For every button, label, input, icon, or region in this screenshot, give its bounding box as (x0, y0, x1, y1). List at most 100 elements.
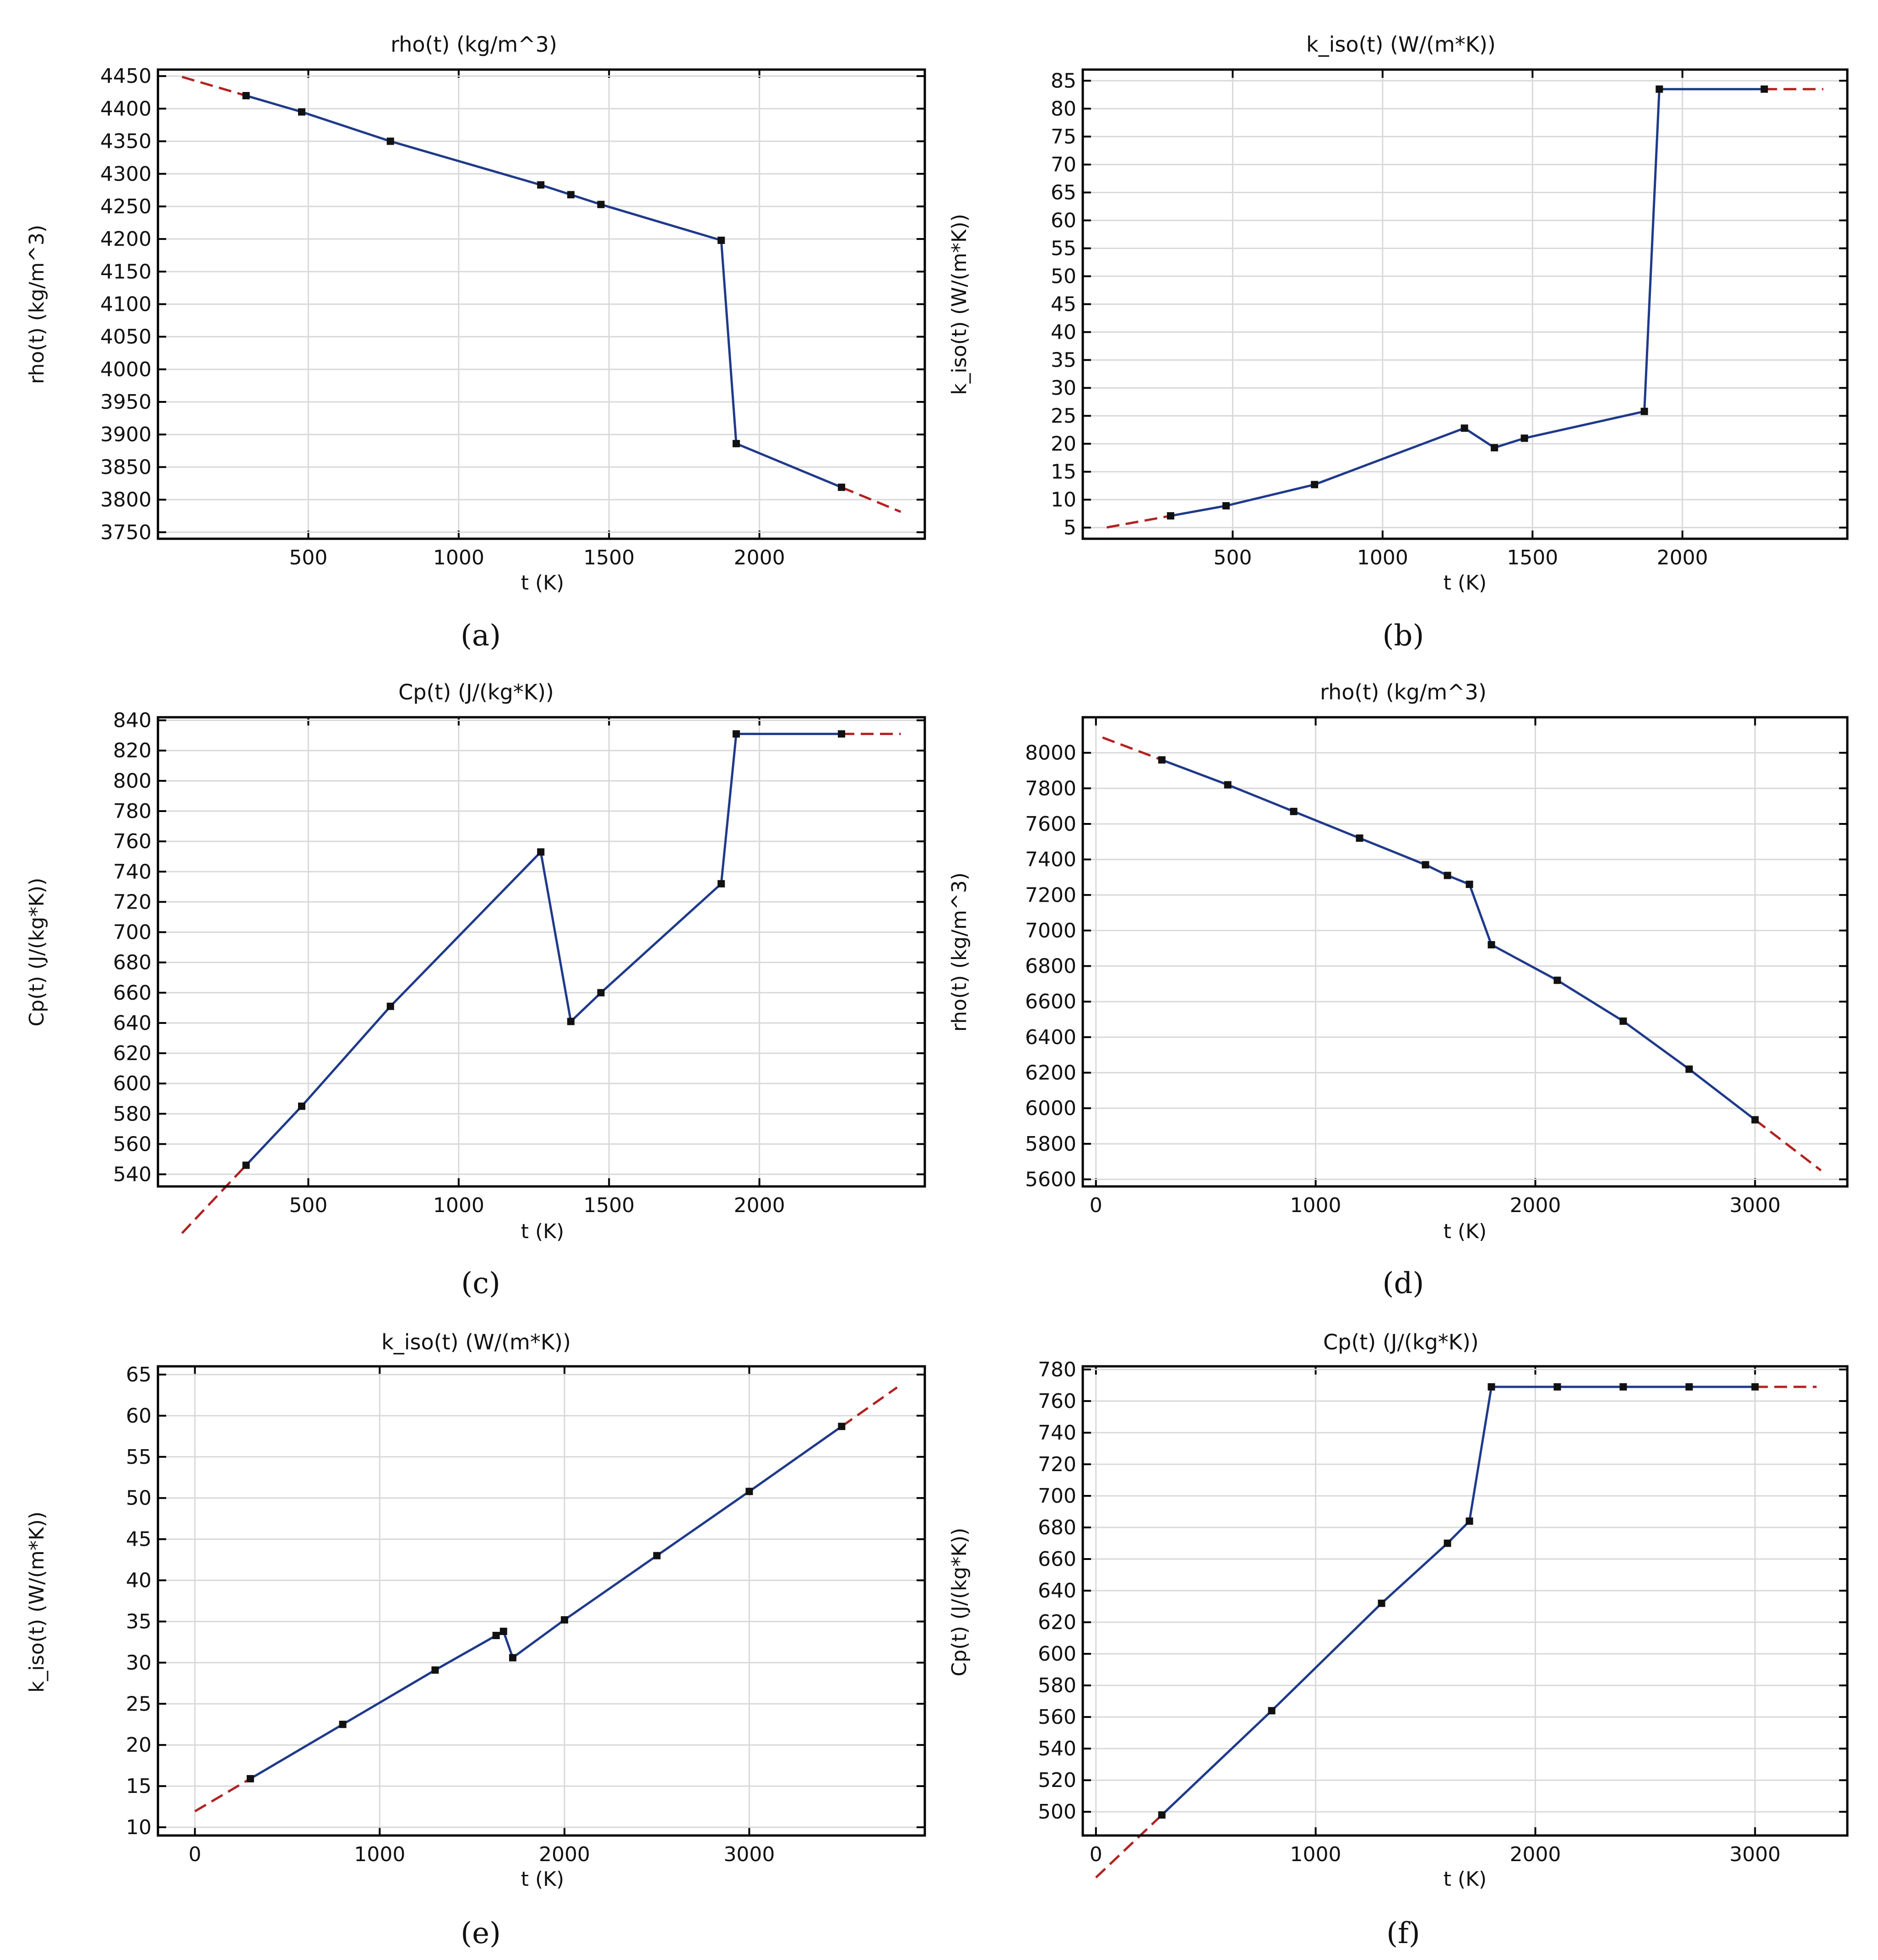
panel-c-data-point (838, 730, 846, 738)
panel-e-data-point (339, 1721, 347, 1728)
panel-f-y-tick-label: 500 (1038, 1800, 1076, 1824)
panel-f-y-tick-label: 660 (1038, 1548, 1076, 1571)
panel-a-y-tick-label: 4250 (100, 195, 152, 218)
panel-a-y-tick-label: 4200 (100, 227, 152, 251)
panel-d-data-point (1751, 1116, 1759, 1124)
panel-c-x-tick-label: 2000 (734, 1194, 785, 1217)
panel-f-y-tick-label: 620 (1038, 1611, 1076, 1634)
panel-c-x-tick-label: 1000 (433, 1194, 484, 1217)
panel-d-y-tick-label: 5800 (1025, 1132, 1076, 1156)
panel-c-y-tick-label: 540 (113, 1163, 152, 1186)
panel-b-data-point (1640, 407, 1648, 415)
panel-e-data-point (838, 1423, 846, 1430)
panel-c-data-point (537, 848, 545, 856)
panel-b-y-axis-label: k_iso(t) (W/(m*K)) (948, 214, 971, 395)
panel-a-y-tick-label: 3900 (100, 423, 152, 446)
panel-b-label: (b) (1383, 619, 1424, 653)
panel-c-y-tick-label: 600 (113, 1072, 152, 1095)
panel-f-y-axis-label: Cp(t) (J/(kg*K)) (948, 1528, 971, 1677)
panel-b-data-point (1460, 424, 1468, 432)
panel-d-y-tick-label: 7600 (1025, 812, 1076, 836)
panel-e-plot-frame (157, 1365, 926, 1837)
panel-c-data-point (717, 880, 725, 888)
panel-d-plot-area (1083, 717, 1847, 1186)
panel-c-y-tick-label: 660 (113, 981, 152, 1005)
panel-e-data-point (246, 1775, 254, 1782)
panel-d-data-point (1619, 1017, 1627, 1025)
panel-b-y-tick-label: 25 (1051, 405, 1076, 428)
panel-e-extrapolation-right (841, 1386, 898, 1428)
panel-d-y-tick-label: 6000 (1025, 1097, 1076, 1120)
panel-a-data-point (386, 137, 394, 145)
panel-a-data-point (298, 108, 305, 116)
panel-b-title: k_iso(t) (W/(m*K)) (1306, 32, 1496, 57)
panel-a-y-tick-label: 3750 (100, 521, 152, 544)
panel-b-y-tick-label: 85 (1051, 69, 1076, 92)
panel-f-data-point (1158, 1811, 1166, 1819)
panel-c-data-point (733, 730, 740, 738)
panel-b-x-tick-label: 1500 (1507, 546, 1558, 569)
panel-f-x-axis-label: t (K) (1444, 1868, 1487, 1891)
panel-f-y-tick-label: 720 (1038, 1453, 1076, 1476)
panel-d-y-tick-label: 7000 (1025, 919, 1076, 942)
panel-a-data-point (733, 440, 740, 448)
panel-f-y-tick-label: 780 (1038, 1358, 1076, 1381)
panel-e-data-point (509, 1654, 516, 1662)
panel-f-series-line (1161, 1386, 1755, 1816)
panel-c-y-tick-label: 620 (113, 1042, 152, 1065)
panel-b-y-tick-label: 60 (1051, 209, 1076, 232)
panel-f-x-tick-label: 3000 (1729, 1843, 1780, 1866)
panel-a-y-tick-label: 4450 (100, 65, 152, 88)
panel-b-x-tick-label: 500 (1213, 546, 1252, 569)
panel-e-series-line (250, 1425, 842, 1780)
panel-a-x-tick-label: 1000 (433, 546, 484, 569)
panel-d-x-axis-label: t (K) (1444, 1220, 1487, 1243)
panel-b-x-tick-label: 2000 (1657, 546, 1708, 569)
panel-a-extrapolation-right (841, 486, 901, 513)
panel-c-x-tick-label: 1500 (583, 1194, 635, 1217)
panel-c-y-tick-label: 640 (113, 1012, 152, 1035)
panel-f-y-tick-label: 580 (1038, 1674, 1076, 1697)
panel-c-label: (c) (461, 1267, 500, 1300)
panel-c-data-point (242, 1161, 250, 1169)
panel-e-y-tick-label: 50 (126, 1487, 152, 1510)
panel-b-y-tick-label: 50 (1051, 265, 1076, 288)
panel-f-y-tick-label: 640 (1038, 1579, 1076, 1603)
panel-c-x-axis-label: t (K) (521, 1220, 564, 1243)
panel-f-data-point (1268, 1707, 1276, 1715)
panel-e-extrapolation-left (194, 1777, 251, 1813)
panel-c-y-tick-label: 760 (113, 830, 152, 853)
panel-b-y-tick-label: 80 (1051, 97, 1076, 120)
panel-d-y-tick-label: 6800 (1025, 955, 1076, 978)
panel-d-data-point (1487, 941, 1495, 948)
panel-e-title: k_iso(t) (W/(m*K)) (381, 1330, 571, 1354)
panel-c-extrapolation-left (181, 1164, 247, 1234)
panel-e-x-tick-label: 2000 (539, 1843, 590, 1866)
panel-c-y-tick-label: 820 (113, 739, 152, 763)
panel-b-y-tick-label: 5 (1064, 516, 1076, 540)
panel-b-y-tick-label: 70 (1051, 153, 1076, 176)
panel-e-data-point (653, 1552, 661, 1559)
panel-d-extrapolation-left (1102, 736, 1162, 761)
panel-f-y-tick-label: 520 (1038, 1769, 1076, 1792)
panel-d-y-tick-label: 6400 (1025, 1026, 1076, 1049)
panel-c-y-axis-label: Cp(t) (J/(kg*K)) (25, 878, 49, 1027)
panel-e-y-tick-label: 40 (126, 1569, 152, 1592)
panel-a-data-point (242, 92, 250, 99)
panel-f-data-point (1378, 1599, 1385, 1607)
panel-d-data-point (1465, 880, 1473, 888)
panel-c-y-tick-label: 780 (113, 800, 152, 823)
panel-f-label: (f) (1386, 1917, 1420, 1950)
panel-a-y-tick-label: 3950 (100, 390, 152, 414)
panel-d-y-tick-label: 8000 (1025, 742, 1076, 765)
panel-b-data-point (1491, 444, 1498, 452)
panel-b-data-point (1760, 85, 1768, 93)
panel-e-y-axis-label: k_iso(t) (W/(m*K)) (25, 1511, 49, 1693)
panel-c-y-tick-label: 580 (113, 1102, 152, 1126)
panel-e-y-tick-label: 35 (126, 1610, 152, 1633)
panel-f-plot-area (1083, 1366, 1847, 1835)
panel-d-data-point (1158, 756, 1166, 764)
panel-f-data-point (1465, 1517, 1473, 1525)
panel-b-data-point (1311, 481, 1319, 488)
panel-c-data-point (597, 989, 605, 996)
